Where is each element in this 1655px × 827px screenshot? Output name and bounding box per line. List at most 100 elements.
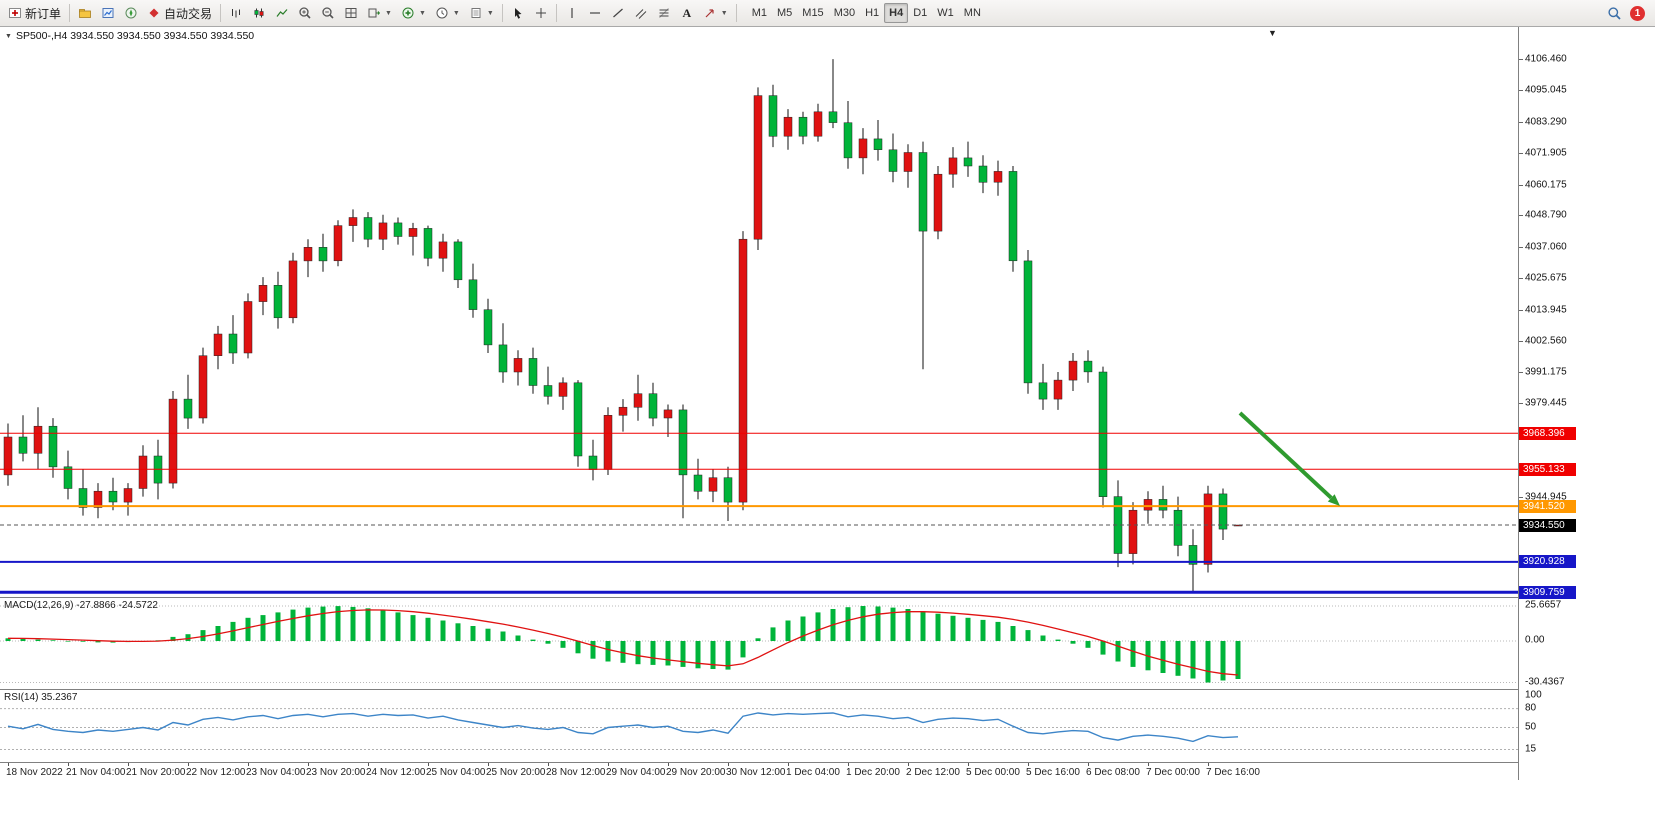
price-axis[interactable]: 4106.460 4095.045 4083.290 4071.905 4060.175… (1518, 27, 1655, 780)
channel-button[interactable] (630, 2, 652, 24)
time-axis-tick (308, 763, 309, 766)
main-toolbar: 新订单 自动交易 ▼ ▼ ▼ ▼ A ▼ M1 M5 M15 M30 H1 H4… (0, 0, 1655, 27)
price-axis-label: 3944.945 (1525, 491, 1567, 503)
zoom-out-button[interactable] (317, 2, 339, 24)
price-axis-tick (1519, 215, 1523, 217)
price-axis-label: 4037.060 (1525, 241, 1567, 253)
time-axis-label: 23 Nov 20:00 (306, 767, 366, 778)
price-axis-tick (1519, 90, 1523, 91)
templates-button[interactable]: ▼ (465, 2, 498, 24)
fibonacci-button[interactable] (653, 2, 675, 24)
time-axis-label: 28 Nov 12:00 (546, 767, 606, 778)
horizontal-line-objects[interactable] (0, 432, 1518, 594)
market-watch-button[interactable] (97, 2, 119, 24)
time-axis-label: 7 Dec 00:00 (1146, 767, 1200, 778)
arrows-tool-button[interactable]: ▼ (699, 2, 732, 24)
crosshair-button[interactable] (530, 2, 552, 24)
line-chart-button[interactable] (271, 2, 293, 24)
auto-trading-button[interactable]: 自动交易 (143, 2, 216, 24)
timeframe-m5-button[interactable]: M5 (772, 3, 797, 23)
macd-indicator-pane[interactable]: MACD(12,26,9) -27.8866 -24.5722 (0, 597, 1518, 689)
timeframe-h1-button[interactable]: H1 (860, 3, 884, 23)
vertical-line-button[interactable] (561, 2, 583, 24)
chart-shift-icon (368, 8, 380, 18)
price-axis-label: 4060.175 (1525, 179, 1567, 190)
vertical-line-icon (571, 8, 573, 18)
price-axis-label: 4106.460 (1525, 53, 1567, 65)
time-axis-label: 30 Nov 12:00 (726, 767, 786, 778)
auto-trading-label: 自动交易 (164, 6, 213, 21)
timeframe-mn-button[interactable]: MN (959, 3, 986, 23)
timeframe-m15-button[interactable]: M15 (797, 3, 828, 23)
price-axis-label: 4095.045 (1525, 84, 1567, 96)
price-axis-tick (1519, 371, 1523, 373)
time-axis-label: 5 Dec 00:00 (966, 767, 1020, 778)
price-axis-tick (1519, 121, 1523, 123)
scroll-to-end-marker[interactable]: ▼ (1268, 28, 1277, 38)
chart-shift-button[interactable]: ▼ (363, 2, 396, 24)
search-button[interactable] (1603, 2, 1626, 24)
time-axis-label: 7 Dec 16:00 (1206, 767, 1260, 778)
trendline-icon (612, 8, 623, 18)
search-icon (1608, 6, 1621, 20)
rsi-axis-label: 50 (1525, 721, 1537, 732)
time-axis-label: 18 Nov 2022 (6, 767, 63, 778)
toolbar-separator (220, 4, 222, 22)
time-axis-label: 21 Nov 20:00 (126, 767, 186, 778)
profiles-button[interactable] (74, 2, 96, 24)
time-axis-tick (1088, 763, 1089, 766)
rsi-line (7, 712, 1239, 743)
time-axis-tick (908, 763, 909, 766)
price-axis-label: 4013.945 (1525, 304, 1567, 316)
timeframe-m30-button[interactable]: M30 (829, 3, 860, 23)
indicators-button[interactable]: ▼ (397, 2, 430, 24)
dropdown-caret-icon: ▼ (418, 9, 426, 17)
timeframe-w1-button[interactable]: W1 (932, 3, 959, 23)
macd-axis-label: 0.00 (1525, 634, 1545, 646)
price-axis-tick (1519, 152, 1523, 154)
time-axis-tick (788, 763, 789, 766)
rsi-axis-label: 100 (1525, 689, 1542, 701)
trendline-button[interactable] (607, 2, 629, 24)
time-axis[interactable]: 18 Nov 2022 21 Nov 04:00 21 Nov 20:00 22 No… (0, 762, 1518, 780)
chart-window: ▼ SP500-,H4 3934.550 3934.550 3934.550 39… (0, 27, 1655, 780)
dropdown-caret-icon: ▼ (385, 9, 392, 17)
price-chart-pane[interactable]: ▼ SP500-,H4 3934.550 3934.550 3934.550 39… (0, 27, 1518, 597)
rsi-label: RSI(14) 35.2367 (4, 692, 78, 703)
toolbar-separator (501, 4, 503, 22)
new-order-button[interactable]: 新订单 (4, 2, 65, 24)
text-tool-button[interactable]: A (676, 2, 698, 24)
timeframe-d1-button[interactable]: D1 (908, 3, 932, 23)
macd-axis-label: -30.4367 (1525, 676, 1565, 687)
price-level-badge: 3909.759 (1519, 585, 1576, 599)
time-axis-label: 5 Dec 16:00 (1026, 767, 1080, 778)
price-axis-tick (1519, 496, 1523, 498)
crosshair-icon (535, 8, 546, 18)
horizontal-line-button[interactable] (584, 2, 606, 24)
price-axis-tick (1519, 247, 1523, 249)
chart-title: ▼ SP500-,H4 3934.550 3934.550 3934.550 39… (5, 30, 254, 42)
navigator-button[interactable] (120, 2, 142, 24)
candlestick-chart-button[interactable] (248, 2, 270, 24)
symbol-caret-icon: ▼ (5, 32, 12, 40)
bar-chart-button[interactable] (225, 2, 247, 24)
timeframe-m1-button[interactable]: M1 (747, 3, 772, 23)
current-price-badge: 3934.550 (1519, 518, 1576, 532)
chart-ohlc-text: SP500-,H4 3934.550 3934.550 3934.550 393… (15, 30, 255, 42)
tile-windows-button[interactable] (340, 2, 362, 24)
channel-icon (635, 9, 647, 19)
notification-badge[interactable]: 1 (1630, 5, 1645, 21)
fibonacci-icon (658, 8, 669, 18)
macd-histogram (5, 606, 1241, 683)
indicators-icon (402, 7, 414, 19)
arrow-annotation[interactable] (1238, 411, 1340, 506)
navigator-icon (125, 7, 137, 19)
cursor-button[interactable] (507, 2, 529, 24)
rsi-indicator-pane[interactable]: RSI(14) 35.2367 (0, 689, 1518, 762)
price-level-badge: 3955.133 (1519, 462, 1576, 476)
zoom-in-button[interactable] (294, 2, 316, 24)
price-level-badge: 3941.520 (1519, 499, 1576, 513)
periods-button[interactable]: ▼ (431, 2, 464, 24)
time-axis-label: 29 Nov 04:00 (606, 767, 666, 778)
timeframe-h4-button[interactable]: H4 (884, 3, 909, 23)
